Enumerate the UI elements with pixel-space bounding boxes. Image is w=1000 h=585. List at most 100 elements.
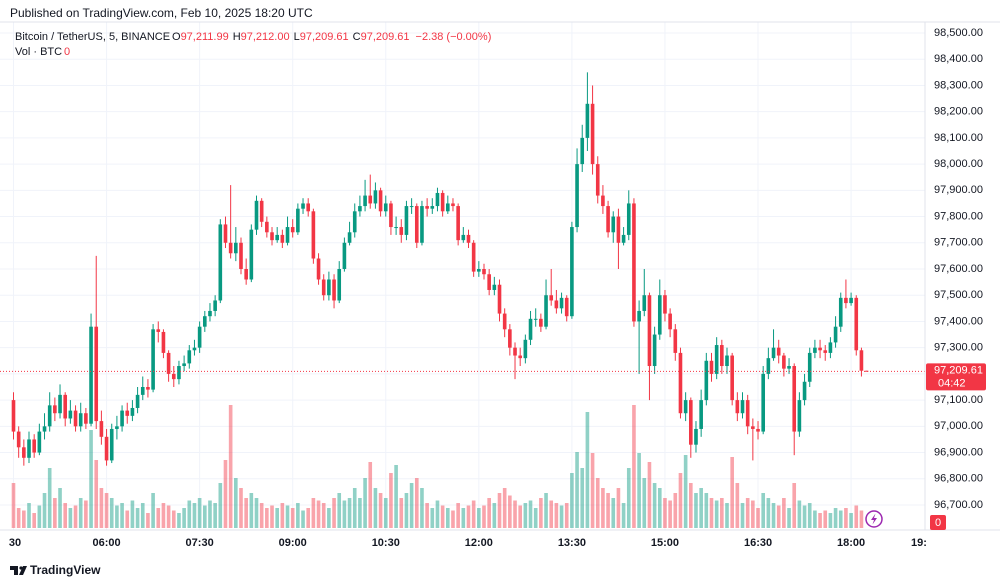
candle-body bbox=[518, 355, 522, 359]
price-pane bbox=[0, 72, 925, 466]
volume-bar bbox=[564, 503, 569, 528]
candle-body bbox=[756, 428, 760, 432]
volume-bar bbox=[177, 513, 181, 528]
volume-bar bbox=[482, 505, 486, 528]
candle-body bbox=[487, 274, 491, 290]
candle-body bbox=[564, 297, 569, 317]
candle-body bbox=[280, 234, 285, 243]
candle-body bbox=[58, 394, 62, 414]
volume-bar bbox=[363, 478, 367, 528]
candle-body bbox=[342, 242, 347, 269]
brand-logo[interactable]: TradingView bbox=[10, 563, 101, 577]
candle-body bbox=[440, 192, 445, 212]
candle-body bbox=[477, 269, 481, 272]
candle-body bbox=[694, 428, 698, 445]
volume-bar bbox=[570, 473, 574, 528]
volume-bar bbox=[704, 493, 709, 528]
volume-bar bbox=[709, 498, 714, 528]
candle-body bbox=[735, 400, 740, 414]
candle-body bbox=[156, 329, 161, 332]
candle-body bbox=[409, 206, 414, 208]
candle-body bbox=[234, 242, 238, 254]
ohlc-key: O bbox=[172, 31, 181, 43]
candle-body bbox=[166, 352, 171, 374]
candle-body bbox=[373, 190, 378, 204]
candle-body bbox=[290, 227, 295, 233]
candle-body bbox=[208, 310, 212, 317]
volume-bar bbox=[73, 505, 78, 528]
candle-body bbox=[146, 387, 150, 390]
candle-body bbox=[187, 350, 192, 364]
candle-body bbox=[37, 431, 42, 453]
volume-bar bbox=[125, 510, 130, 528]
candle-body bbox=[544, 295, 548, 327]
candle-body bbox=[714, 345, 719, 374]
candle-body bbox=[63, 394, 68, 419]
candle-body bbox=[813, 347, 817, 353]
ohlc-value: 97,211.99 bbox=[181, 31, 229, 43]
candle-body bbox=[616, 216, 621, 243]
volume-bar bbox=[182, 508, 186, 528]
candle-body bbox=[394, 227, 398, 229]
volume-bar bbox=[508, 495, 512, 528]
candle-body bbox=[559, 297, 564, 309]
volume-bar bbox=[725, 503, 729, 528]
candle-body bbox=[239, 242, 243, 269]
candle-body bbox=[621, 234, 626, 243]
volume-bar bbox=[456, 503, 460, 528]
volume-bar bbox=[197, 498, 202, 528]
volume-bar bbox=[265, 508, 269, 528]
volume-bar bbox=[311, 498, 316, 528]
volume-bar bbox=[663, 498, 667, 528]
candle-body bbox=[828, 342, 833, 353]
brand-name[interactable]: TradingView bbox=[30, 563, 101, 577]
volume-badge bbox=[930, 515, 946, 530]
candle-body bbox=[575, 164, 579, 228]
candle-body bbox=[285, 227, 290, 243]
y-tick-label: 97,100.00 bbox=[934, 394, 983, 406]
x-tick-label: 10:30 bbox=[372, 537, 400, 549]
candle-body bbox=[151, 329, 155, 390]
candle-body bbox=[502, 313, 507, 330]
volume-bar bbox=[606, 493, 610, 528]
candle-body bbox=[792, 366, 797, 432]
volume-bar bbox=[32, 513, 36, 528]
volume-bar bbox=[471, 500, 476, 528]
volume-bar bbox=[378, 493, 383, 528]
volume-bar bbox=[699, 488, 703, 528]
volume-bar bbox=[244, 498, 248, 528]
volume-bar bbox=[497, 493, 502, 528]
last-price-box bbox=[926, 363, 986, 391]
candle-body bbox=[192, 347, 197, 351]
volume-bar bbox=[234, 478, 238, 528]
volume-bar bbox=[859, 510, 864, 528]
candle-body bbox=[414, 206, 419, 243]
candle-body bbox=[22, 447, 26, 458]
candle-body bbox=[161, 331, 166, 353]
volume-bar bbox=[296, 503, 300, 528]
candle-body bbox=[78, 413, 83, 427]
candle-body bbox=[68, 410, 73, 419]
y-tick-label: 97,500.00 bbox=[934, 289, 983, 301]
candle-body bbox=[368, 195, 373, 204]
candle-body bbox=[347, 232, 352, 243]
volume-bar bbox=[528, 500, 533, 528]
candle-body bbox=[430, 206, 435, 209]
candle-body bbox=[508, 329, 512, 348]
volume-bar bbox=[383, 498, 388, 528]
volume-bar bbox=[27, 503, 31, 528]
volume-bar bbox=[440, 505, 445, 528]
volume-bar bbox=[626, 468, 631, 528]
candle-body bbox=[554, 300, 559, 309]
candle-body bbox=[776, 347, 781, 356]
candle-body bbox=[140, 387, 145, 395]
volume-bar bbox=[68, 508, 73, 528]
volume-bar bbox=[414, 478, 419, 528]
candle-body bbox=[311, 211, 316, 259]
volume-bar bbox=[404, 493, 409, 528]
volume-bar bbox=[611, 498, 616, 528]
volume-bar bbox=[477, 508, 481, 528]
volume-bar bbox=[254, 498, 259, 528]
candle-body bbox=[332, 279, 336, 301]
volume-bar bbox=[42, 493, 47, 528]
